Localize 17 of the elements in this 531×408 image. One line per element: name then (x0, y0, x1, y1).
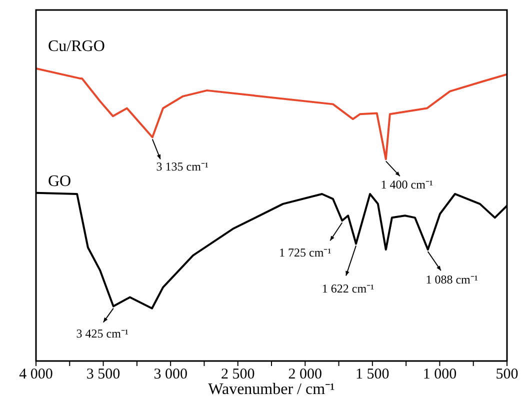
x-tick-label: 500 (496, 366, 518, 383)
x-tick-label: 1 000 (422, 366, 457, 383)
x-tick-label: 2 000 (288, 366, 322, 383)
series-label: GO (48, 172, 72, 190)
annotation: 1 622 cm⁻¹ (322, 281, 374, 296)
annotation: 1 088 cm⁻¹ (426, 272, 478, 286)
x-tick-label: 4 000 (19, 366, 53, 383)
annotation: 3 425 cm⁻¹ (76, 326, 129, 341)
x-tick-label: 2 500 (220, 366, 255, 383)
x-tick-label: 1 500 (356, 366, 390, 383)
annotation: 3 135 cm⁻¹ (156, 160, 209, 174)
x-tick-label: 3 000 (154, 366, 188, 383)
annotation: 1 400 cm⁻¹ (380, 178, 434, 192)
x-tick-label: 3 500 (86, 366, 120, 383)
annotation: 1 725 cm⁻¹ (279, 245, 332, 260)
series-label: Cu/RGO (48, 38, 105, 54)
x-axis-title: Wavenumber / cm⁻¹ (208, 381, 335, 398)
